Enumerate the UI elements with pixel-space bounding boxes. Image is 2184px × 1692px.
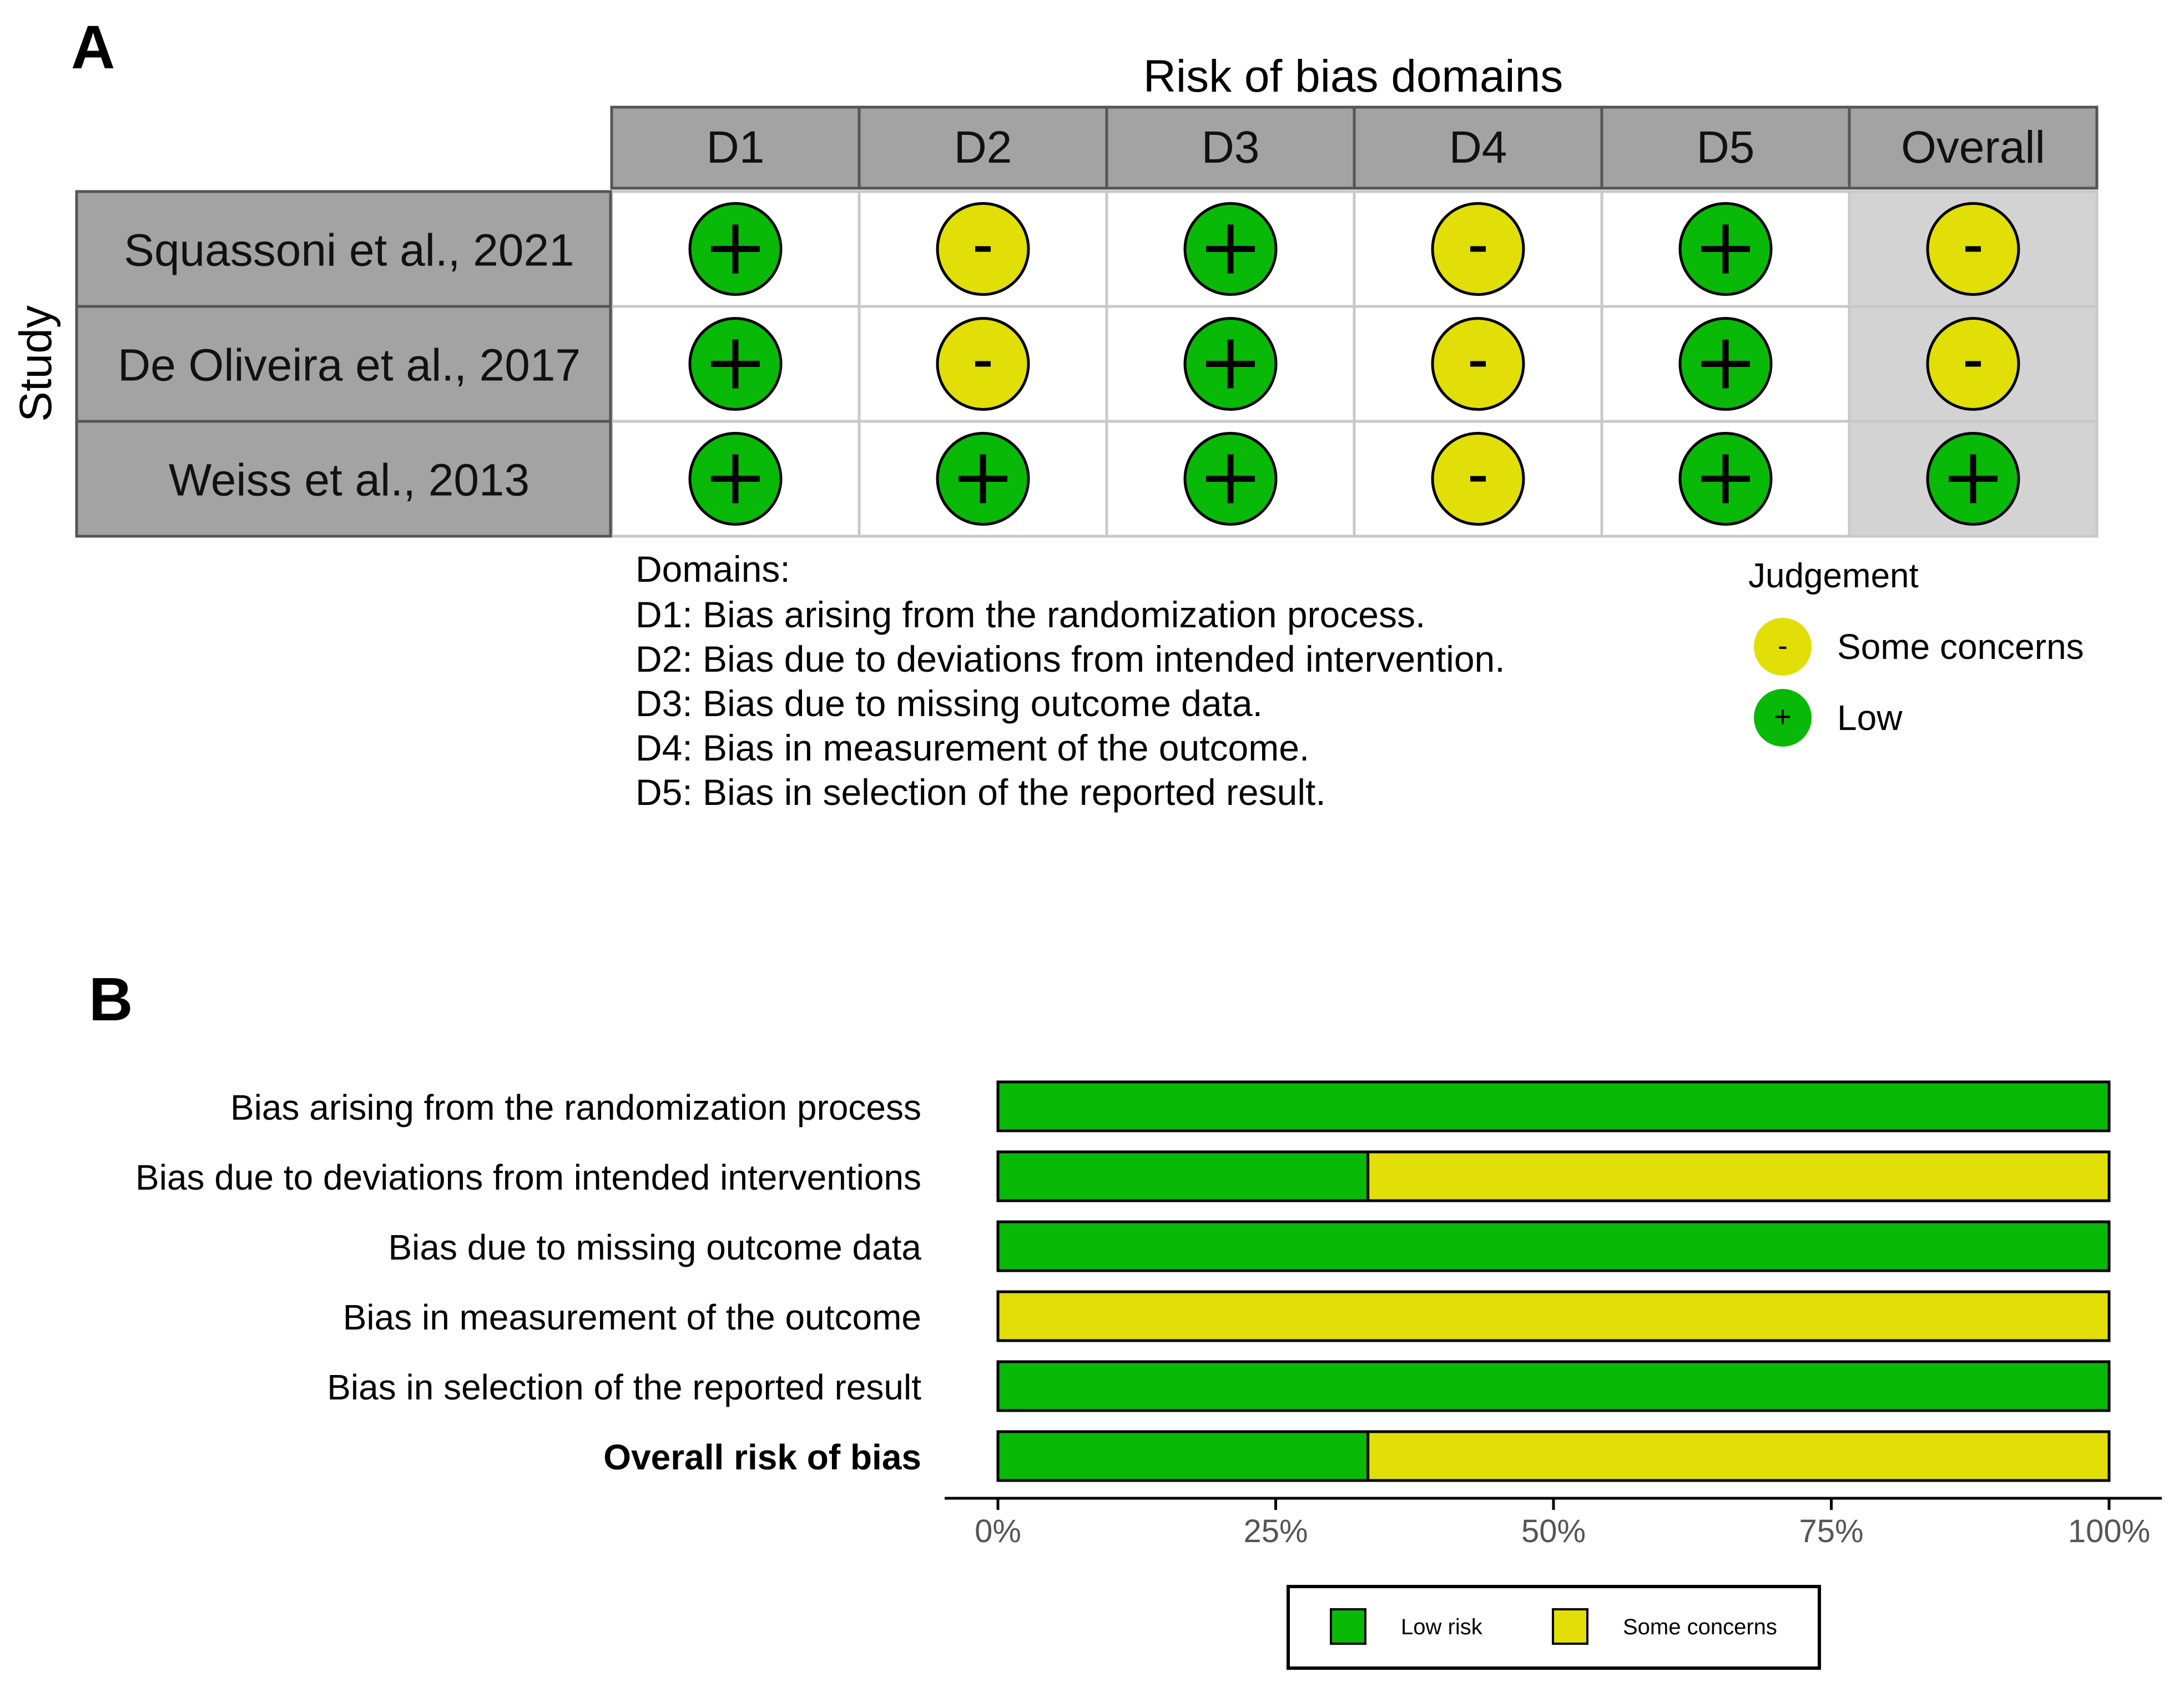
- panel-a-letter: A: [71, 13, 115, 82]
- judgement-low-de-oliveira-et-al-2017-d3: [1183, 317, 1278, 411]
- panel-b-letter: B: [89, 965, 133, 1034]
- judgement-low-squassoni-et-al-2021-d1: [688, 202, 783, 296]
- summary-legend: Low risk Some concerns: [1287, 1585, 1821, 1670]
- study-row-labels: Squassoni et al., 2021 De Oliveira et al.…: [75, 190, 612, 538]
- judgement-low-weiss-et-al-2013-d1: [688, 432, 783, 526]
- judgement-some-de-oliveira-et-al-2017-d2: [936, 317, 1030, 411]
- study-label-weiss-et-al-2013: Weiss et al., 2013: [169, 455, 529, 506]
- judgement-low-squassoni-et-al-2021-d5: [1678, 202, 1773, 296]
- judgement-some-de-oliveira-et-al-2017-overall: [1926, 317, 2020, 411]
- summary-legend-label-some-concerns: Some concerns: [1623, 1615, 1777, 1639]
- study-axis-label: Study: [11, 305, 61, 422]
- header-cell-d3: [1105, 105, 1356, 190]
- summary-legend-swatch-low-risk: [1330, 1608, 1366, 1645]
- study-cell-weiss-et-al-2013: [75, 420, 612, 538]
- bar-segment-some-concerns-overall-risk-of-bias: [1366, 1430, 2111, 1482]
- bar-segment-low-risk-bias-due-to-missing-outcome-data: [996, 1220, 2111, 1272]
- domain-definition-5: D5: Bias in selection of the reported re…: [635, 772, 1326, 813]
- summary-bars: [996, 1080, 2111, 1482]
- bar-segment-low-risk-bias-in-selection-of-the-reported-result: [996, 1360, 2111, 1412]
- domain-definition-4: D4: Bias in measurement of the outcome.: [635, 727, 1309, 768]
- bar-segment-low-risk-bias-arising-from-the-randomization-process: [996, 1080, 2111, 1132]
- judgement-low-weiss-et-al-2013-d5: [1678, 432, 1773, 526]
- domain-definition-2: D2: Bias due to deviations from intended…: [635, 638, 1505, 679]
- summary-category-labels: Bias arising from the randomization proc…: [135, 1087, 921, 1477]
- judgement-some-squassoni-et-al-2021-d4: [1431, 202, 1525, 296]
- study-cell-de-oliveira-et-al-2017: [75, 305, 612, 423]
- domains-heading: Domains:: [635, 548, 790, 590]
- category-label-bias-in-selection-of-the-reported-result: Bias in selection of the reported result: [327, 1367, 921, 1407]
- header-label-d1: D1: [707, 122, 765, 173]
- domain-definition-1: D1: Bias arising from the randomization …: [635, 594, 1425, 635]
- header-cell-overall: [1848, 105, 2099, 190]
- panel-a-traffic-light-plot: A Risk of bias domains Study D1 D2 D3 D4 D5 O…: [11, 13, 2099, 813]
- bar-segment-some-concerns-bias-in-measurement-of-the-outcome: [996, 1290, 2111, 1342]
- judgement-low-de-oliveira-et-al-2017-d5: [1678, 317, 1773, 411]
- judgement-low-weiss-et-al-2013-d3: [1183, 432, 1278, 526]
- x-tick-label-50: 50%: [1521, 1513, 1586, 1549]
- x-tick-label-25: 25%: [1243, 1513, 1308, 1549]
- summary-legend-swatch-some-concerns: [1552, 1608, 1588, 1645]
- category-label-bias-due-to-deviations-from-intended-interventions: Bias due to deviations from intended int…: [135, 1157, 921, 1197]
- bar-segment-some-concerns-bias-due-to-deviations-from-intended-interventions: [1366, 1150, 2111, 1202]
- study-cell-squassoni-et-al-2021: [75, 190, 612, 308]
- x-tick-label-0: 0%: [975, 1513, 1021, 1549]
- legend-label-some: Some concerns: [1837, 627, 2084, 667]
- judgement-some-squassoni-et-al-2021-d2: [936, 202, 1030, 296]
- summary-x-axis: 0% 25% 50% 75% 100%: [945, 1497, 2162, 1549]
- bar-segment-low-risk-bias-due-to-deviations-from-intended-interventions: [996, 1150, 1370, 1202]
- domain-column-headers: D1 D2 D3 D4 D5 Overall: [610, 105, 2099, 190]
- x-tick-label-100: 100%: [2068, 1513, 2150, 1549]
- judgement-low-squassoni-et-al-2021-d3: [1183, 202, 1278, 296]
- judgement-some-squassoni-et-al-2021-overall: [1926, 202, 2020, 296]
- judgement-symbols: [688, 202, 2020, 526]
- panel-b-summary-plot: B Bias arising from the randomization pr…: [89, 965, 2162, 1670]
- legend-symbol-low: +: [1774, 700, 1792, 733]
- category-label-bias-in-measurement-of-the-outcome: Bias in measurement of the outcome: [343, 1297, 921, 1337]
- judgement-low-weiss-et-al-2013-d2: [936, 432, 1030, 526]
- judgement-some-de-oliveira-et-al-2017-d4: [1431, 317, 1525, 411]
- legend-label-low: Low: [1837, 698, 1903, 738]
- category-label-bias-arising-from-the-randomization-process: Bias arising from the randomization proc…: [230, 1087, 921, 1127]
- legend-symbol-some: -: [1778, 629, 1788, 662]
- bar-segment-low-risk-overall-risk-of-bias: [996, 1430, 1370, 1482]
- header-cell-d5: [1600, 105, 1851, 190]
- header-cell-d4: [1353, 105, 1603, 190]
- judgement-low-de-oliveira-et-al-2017-d1: [688, 317, 783, 411]
- header-label-d4: D4: [1449, 122, 1507, 173]
- domains-key: Domains: D1: Bias arising from the rando…: [635, 548, 1505, 813]
- study-label-squassoni-et-al-2021: Squassoni et al., 2021: [124, 225, 574, 276]
- header-cell-d1: [610, 105, 861, 190]
- panel-a-title: Risk of bias domains: [1143, 51, 1563, 102]
- judgement-legend-title: Judgement: [1748, 557, 1919, 595]
- header-label-d2: D2: [954, 122, 1012, 173]
- header-cell-d2: [858, 105, 1108, 190]
- summary-legend-label-low-risk: Low risk: [1401, 1615, 1483, 1639]
- category-label-overall-risk-of-bias: Overall risk of bias: [603, 1437, 921, 1477]
- header-label-overall: Overall: [1901, 122, 2045, 173]
- legend-swatch-some: [1754, 618, 1812, 676]
- study-label-de-oliveira-et-al-2017: De Oliveira et al., 2017: [118, 340, 581, 391]
- legend-swatch-low: [1754, 689, 1812, 747]
- judgement-low-weiss-et-al-2013-overall: [1926, 432, 2020, 526]
- category-label-bias-due-to-missing-outcome-data: Bias due to missing outcome data: [388, 1227, 921, 1267]
- judgement-legend: Judgement - Some concerns + Low: [1748, 557, 2084, 747]
- x-tick-label-75: 75%: [1799, 1513, 1863, 1549]
- header-label-d3: D3: [1202, 122, 1260, 173]
- judgement-some-weiss-et-al-2013-d4: [1431, 432, 1525, 526]
- header-label-d5: D5: [1697, 122, 1755, 173]
- traffic-light-grid: [610, 190, 2099, 538]
- domain-definition-3: D3: Bias due to missing outcome data.: [635, 683, 1263, 724]
